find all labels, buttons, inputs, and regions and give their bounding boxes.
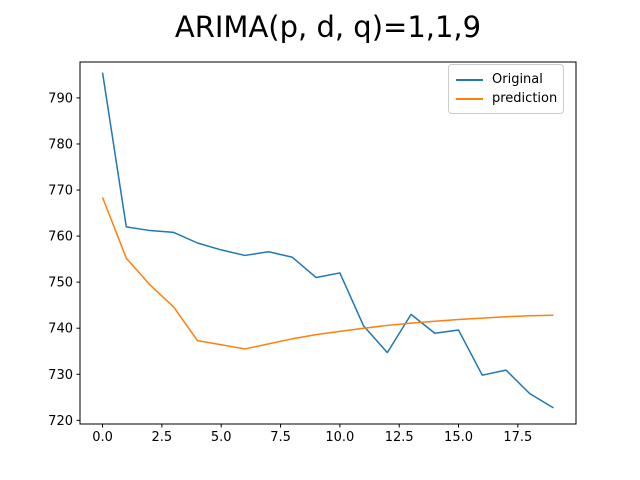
y-tick-label: 780 xyxy=(48,137,73,152)
x-tick-label: 2.5 xyxy=(152,430,173,445)
y-tick-label: 730 xyxy=(48,368,73,383)
original-line-swatch xyxy=(456,78,483,81)
y-tick-label: 790 xyxy=(48,91,73,106)
x-tick-label: 15.0 xyxy=(444,430,473,445)
legend-item-prediction: prediction xyxy=(456,89,558,108)
x-tick-label: 7.5 xyxy=(270,430,291,445)
prediction-line xyxy=(101,197,554,350)
chart-title: ARIMA(p, d, q)=1,1,9 xyxy=(174,10,482,44)
legend: Original prediction xyxy=(448,64,564,114)
prediction-line-swatch xyxy=(456,97,483,100)
x-tick-label: 0.0 xyxy=(92,430,113,445)
y-tick-label: 740 xyxy=(48,322,73,337)
y-tick-label: 720 xyxy=(48,414,73,429)
legend-label-original: Original xyxy=(492,72,543,87)
legend-label-prediction: prediction xyxy=(492,91,558,106)
legend-item-original: Original xyxy=(456,70,555,89)
y-tick-label: 760 xyxy=(48,230,73,245)
y-tick-label: 750 xyxy=(48,276,73,291)
axes-frame xyxy=(79,61,577,425)
x-tick-label: 10.0 xyxy=(325,430,354,445)
original-line xyxy=(101,72,554,409)
x-tick-label: 12.5 xyxy=(385,430,414,445)
y-tick-label: 770 xyxy=(48,184,73,199)
x-tick-label: 5.0 xyxy=(211,430,232,445)
x-tick-label: 17.5 xyxy=(503,430,532,445)
